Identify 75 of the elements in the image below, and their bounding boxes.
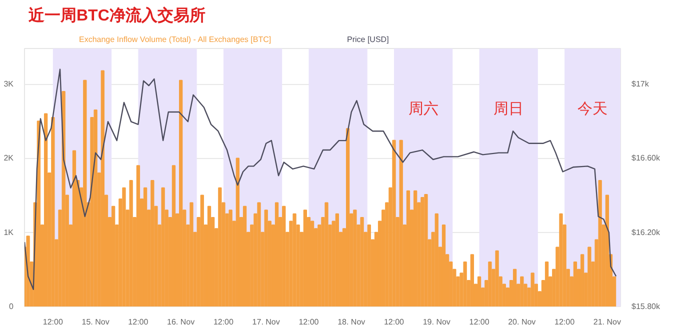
x-tick-label: 17. Nov [252, 318, 280, 326]
x-tick-label: 15. Nov [82, 318, 110, 326]
y2-tick-label: $15.80k [632, 302, 661, 311]
bar [44, 113, 48, 306]
bar [129, 180, 133, 306]
bar [399, 140, 403, 306]
text: Price [USD] [347, 34, 389, 44]
x-tick-label: 12:00 [128, 318, 149, 326]
bar [94, 110, 98, 306]
bar [512, 268, 517, 306]
bar [200, 194, 204, 306]
bar [495, 250, 499, 306]
bar [588, 246, 592, 306]
bar [161, 187, 165, 306]
y2-tick-label: $16.20k [632, 228, 661, 237]
bar [413, 190, 418, 306]
bar [190, 202, 194, 306]
x-tick-label: 20. Nov [508, 318, 536, 326]
x-tick-label: 21. Nov [593, 318, 621, 326]
y-tick-label: 0 [9, 302, 14, 311]
y-tick-label: 2K [4, 154, 14, 163]
chart-title: 近一周BTC净流入交易所 [28, 6, 206, 24]
bar [236, 158, 240, 306]
bar [477, 276, 482, 306]
x-tick-label: 12:00 [213, 318, 234, 326]
annotation: 周日 [494, 100, 524, 118]
y-tick-label: 1K [4, 228, 14, 237]
bar [573, 262, 578, 306]
bar [580, 254, 584, 306]
bar [274, 202, 279, 306]
bar [598, 180, 602, 306]
bar [434, 213, 438, 306]
bar [544, 262, 549, 306]
y-tick-label: 3K [4, 80, 14, 89]
bar [218, 187, 222, 306]
x-tick-label: 12:00 [384, 318, 405, 326]
bar [111, 206, 116, 306]
bar [463, 262, 467, 306]
x-tick-label: 16. Nov [167, 318, 195, 326]
bar [172, 165, 176, 306]
bar [346, 128, 350, 306]
bar [442, 224, 446, 306]
bar [257, 202, 261, 306]
bar [605, 194, 610, 306]
annotation: 周六 [408, 100, 438, 118]
bar [100, 70, 104, 306]
bar [282, 206, 286, 306]
bar [392, 140, 396, 306]
bar [424, 194, 428, 306]
bar [303, 210, 308, 306]
bar [310, 220, 314, 306]
y2-tick-label: $17k [632, 79, 650, 88]
x-tick-label: 12:00 [42, 318, 64, 326]
text: Exchange Inflow Volume (Total) - All Exchanges [BTC] [79, 34, 272, 44]
bar [51, 116, 55, 306]
bar [83, 80, 87, 306]
bar [530, 272, 534, 306]
bar [488, 262, 492, 306]
bar [62, 91, 66, 306]
x-tick-label: 12:00 [298, 318, 320, 326]
x-tick-label: 12:00 [469, 318, 490, 326]
x-tick-label: 12:00 [554, 318, 576, 326]
bar [143, 187, 148, 306]
bar [242, 206, 247, 306]
bar [406, 190, 410, 306]
bar [470, 254, 474, 306]
bar [136, 165, 140, 306]
annotation: 今天 [578, 100, 608, 118]
bar [178, 80, 183, 306]
bar [207, 206, 212, 306]
x-tick-label: 19. Nov [422, 318, 450, 326]
bar [72, 150, 76, 306]
y2-tick-label: $16.60k [632, 154, 661, 163]
bar [559, 213, 563, 306]
x-tick-label: 18. Nov [338, 318, 366, 326]
